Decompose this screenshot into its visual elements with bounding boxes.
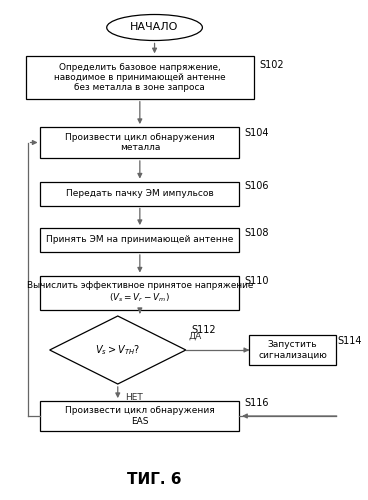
Text: S110: S110 bbox=[245, 276, 269, 286]
FancyBboxPatch shape bbox=[40, 182, 239, 206]
Text: НАЧАЛО: НАЧАЛО bbox=[130, 22, 179, 32]
Text: S116: S116 bbox=[245, 398, 269, 408]
Text: ΤИГ. 6: ΤИГ. 6 bbox=[127, 472, 182, 488]
Text: S114: S114 bbox=[338, 336, 362, 346]
Text: $V_s > V_{TH}$?: $V_s > V_{TH}$? bbox=[95, 343, 141, 357]
FancyBboxPatch shape bbox=[26, 56, 254, 99]
FancyBboxPatch shape bbox=[40, 401, 239, 431]
Text: Вычислить эффективное принятое напряжение
($V_s = V_r - V_m$): Вычислить эффективное принятое напряжени… bbox=[26, 281, 253, 304]
Text: ДА: ДА bbox=[188, 332, 202, 341]
Text: S106: S106 bbox=[245, 181, 269, 191]
Text: Определить базовое напряжение,
наводимое в принимающей антенне
без металла в зон: Определить базовое напряжение, наводимое… bbox=[54, 62, 226, 92]
FancyBboxPatch shape bbox=[40, 127, 239, 158]
Text: Произвести цикл обнаружения
металла: Произвести цикл обнаружения металла bbox=[65, 133, 215, 152]
Text: Запустить
сигнализацию: Запустить сигнализацию bbox=[258, 340, 327, 359]
FancyBboxPatch shape bbox=[40, 228, 239, 252]
Text: S108: S108 bbox=[245, 228, 269, 237]
Text: НЕТ: НЕТ bbox=[125, 394, 143, 402]
Text: S104: S104 bbox=[245, 128, 269, 138]
Text: Принять ЭМ на принимающей антенне: Принять ЭМ на принимающей антенне bbox=[46, 236, 234, 244]
Text: Передать пачку ЭМ импульсов: Передать пачку ЭМ импульсов bbox=[66, 189, 214, 198]
Polygon shape bbox=[50, 316, 186, 384]
Ellipse shape bbox=[107, 14, 202, 40]
FancyBboxPatch shape bbox=[250, 335, 336, 365]
Text: S112: S112 bbox=[191, 324, 216, 334]
Text: S102: S102 bbox=[259, 60, 284, 70]
Text: Произвести цикл обнаружения
EAS: Произвести цикл обнаружения EAS bbox=[65, 406, 215, 426]
FancyBboxPatch shape bbox=[40, 276, 239, 310]
